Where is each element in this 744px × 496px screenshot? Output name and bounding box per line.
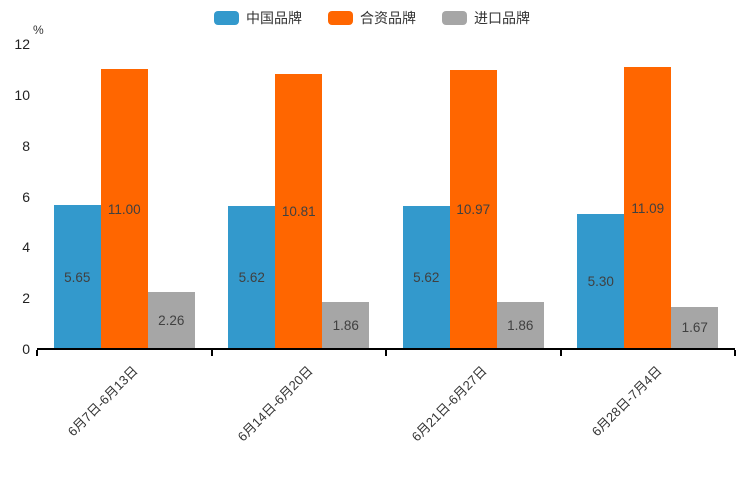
bar-中国品牌-2: 5.62 [402,206,450,349]
y-axis-tick-label: 2 [22,290,30,307]
bar-value-label: 5.30 [587,274,614,290]
bar-进口品牌-1: 1.86 [322,301,370,349]
legend-item-2[interactable]: 进口品牌 [442,8,530,28]
bar-value-label: 1.86 [332,317,359,333]
legend-label: 中国品牌 [246,10,302,26]
bar-进口品牌-2: 1.86 [496,301,544,349]
legend-marker-icon [442,11,467,25]
bar-中国品牌-0: 5.65 [53,205,101,349]
legend-label: 合资品牌 [360,10,416,26]
y-axis-tick-label: 0 [22,341,30,357]
x-axis-tick-label: 6月28日-7月4日 [588,363,665,440]
bar-进口品牌-3: 1.67 [671,306,719,349]
y-axis-tick-label: 12 [14,36,30,52]
bar-合资品牌-2: 10.97 [449,70,497,349]
bar-value-label: 5.65 [64,269,91,285]
y-axis-tick-label: 6 [22,188,30,205]
chart-legend: 中国品牌 合资品牌 进口品牌 [0,8,744,28]
bar-value-label: 11.09 [631,200,665,216]
y-axis-tick-label: 8 [22,137,30,154]
x-axis-tick-mark [385,350,387,356]
bar-中国品牌-1: 5.62 [228,206,276,349]
bar-中国品牌-3: 5.30 [577,214,625,349]
x-axis-tick-label: 6月21日-6月27日 [408,363,490,445]
bar-合资品牌-1: 10.81 [275,74,323,349]
bar-value-label: 11.00 [107,201,141,217]
x-axis-tick-mark [559,350,562,356]
legend-item-0[interactable]: 中国品牌 [214,8,302,28]
bar-合资品牌-3: 11.09 [624,67,672,349]
x-axis-line [37,348,735,350]
bar-value-label: 10.97 [456,202,491,218]
legend-item-1[interactable]: 合资品牌 [328,8,416,28]
legend-label: 进口品牌 [474,10,530,26]
legend-marker-icon [328,11,353,25]
bar-value-label: 1.86 [507,317,534,333]
x-axis-tick-mark [210,350,213,356]
y-axis-tick-label: 10 [14,86,30,103]
x-axis-tick-label: 6月14日-6月20日 [234,363,316,445]
x-axis-tick-mark [734,350,736,356]
bar-value-label: 1.67 [681,320,708,336]
y-axis-tick-label: 4 [22,239,30,256]
bar-value-label: 10.81 [281,204,316,220]
bar-value-label: 5.62 [413,270,440,286]
x-axis-tick-mark [36,350,38,356]
bar-value-label: 2.26 [158,312,185,328]
bar-进口品牌-0: 2.26 [147,291,195,349]
x-axis-tick-label: 6月7日-6月13日 [64,363,141,440]
bar-合资品牌-0: 11.00 [100,69,148,349]
legend-marker-icon [214,11,239,25]
bar-value-label: 5.62 [238,270,265,286]
y-axis-unit-label: % [33,23,44,37]
